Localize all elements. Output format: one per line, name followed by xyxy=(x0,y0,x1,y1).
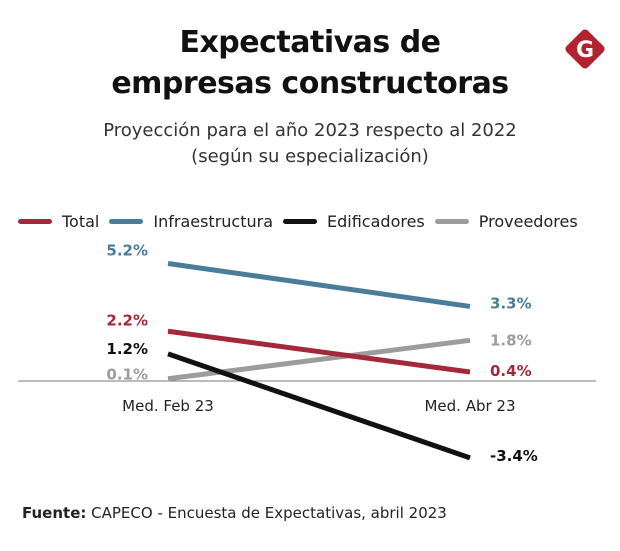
data-label-edificadores: -3.4% xyxy=(490,447,538,465)
legend-swatch-proveedores xyxy=(434,218,469,224)
chart-subtitle-line2: (según su especialización) xyxy=(191,146,429,167)
source-text: CAPECO - Encuesta de Expectativas, abril… xyxy=(91,504,447,522)
series-line-proveedores xyxy=(167,337,471,382)
legend-item-total: Total xyxy=(18,212,99,231)
legend-swatch-edificadores xyxy=(283,218,318,224)
chart-title-line1: Expectativas de xyxy=(179,25,441,60)
legend-item-infraestructura: Infraestructura xyxy=(109,212,273,231)
legend-swatch-total xyxy=(18,218,52,224)
source-label: Fuente: xyxy=(22,504,87,522)
chart-legend: Total Infraestructura Edificadores Prove… xyxy=(18,208,618,234)
brand-logo-icon: G xyxy=(565,29,605,69)
data-label-proveedores: 0.1% xyxy=(106,366,148,384)
legend-swatch-infraestructura xyxy=(109,218,144,224)
chart-title-line2: empresas constructoras xyxy=(111,66,509,101)
series-line-edificadores xyxy=(167,351,471,461)
data-label-proveedores: 1.8% xyxy=(490,331,532,349)
data-label-edificadores: 1.2% xyxy=(106,340,148,358)
legend-label-edificadores: Edificadores xyxy=(327,211,425,231)
logo-diamond xyxy=(565,29,605,69)
legend-item-edificadores: Edificadores xyxy=(283,212,425,231)
x-tick-label: Med. Abr 23 xyxy=(424,397,515,415)
x-tick-label: Med. Feb 23 xyxy=(122,397,214,415)
line-chart: Med. Feb 23 Med. Abr 23 2.2% 0.4% 5.2% 3.3% 1.… xyxy=(18,241,596,465)
data-label-total: 2.2% xyxy=(106,311,148,329)
legend-item-proveedores: Proveedores xyxy=(434,211,578,231)
legend-label-proveedores: Proveedores xyxy=(478,211,578,231)
legend-label-infraestructura: Infraestructura xyxy=(153,211,274,231)
source-note: Fuente: CAPECO - Encuesta de Expectativa… xyxy=(22,504,447,522)
chart-subtitle-line1: Proyección para el año 2023 respecto al … xyxy=(103,120,517,141)
data-label-infraestructura: 3.3% xyxy=(490,294,532,312)
series-line-total xyxy=(167,328,471,375)
logo-letter: G xyxy=(576,38,594,63)
data-label-infraestructura: 5.2% xyxy=(106,241,148,259)
series-line-infraestructura xyxy=(167,261,471,309)
data-label-total: 0.4% xyxy=(490,362,532,380)
legend-label-total: Total xyxy=(62,211,100,231)
